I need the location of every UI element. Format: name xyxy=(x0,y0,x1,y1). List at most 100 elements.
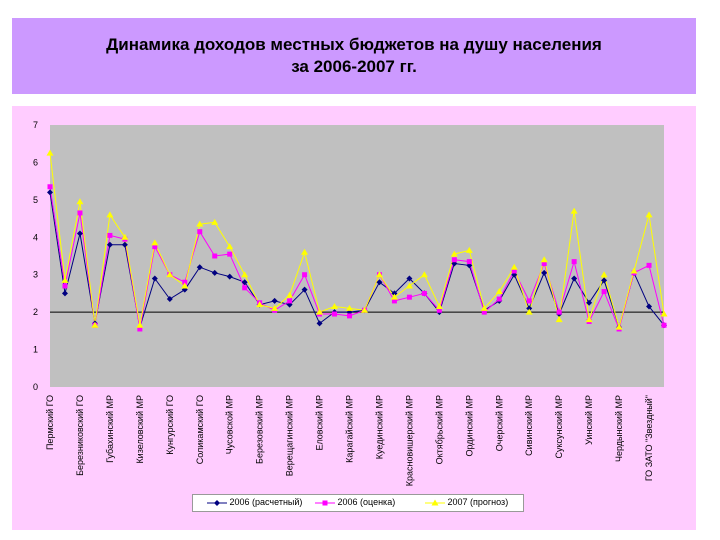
data-point xyxy=(586,299,593,306)
data-point xyxy=(151,275,158,282)
data-point xyxy=(601,277,608,284)
data-point xyxy=(391,298,397,304)
data-point xyxy=(555,316,563,323)
y-tick-label: 3 xyxy=(33,270,38,280)
data-point xyxy=(91,321,99,328)
data-point xyxy=(271,304,279,311)
data-point xyxy=(286,291,294,298)
data-point xyxy=(360,306,368,313)
data-point xyxy=(332,311,338,317)
data-point xyxy=(436,307,442,313)
x-tick-label: Соликамский ГО xyxy=(195,395,205,464)
data-point xyxy=(196,264,203,271)
data-point xyxy=(136,321,144,328)
legend-label: 2006 (оценка) xyxy=(335,497,396,507)
data-point xyxy=(376,279,383,286)
data-point xyxy=(347,313,353,319)
data-point xyxy=(540,256,548,263)
data-point xyxy=(241,271,249,278)
data-point xyxy=(375,271,383,278)
chart-title-line1: Динамика доходов местных бюджетов на душ… xyxy=(106,35,602,54)
data-point xyxy=(556,309,562,315)
y-tick-label: 6 xyxy=(33,157,38,167)
data-point xyxy=(646,262,652,268)
data-point xyxy=(525,308,533,315)
legend-label: 2007 (прогноз) xyxy=(445,497,509,507)
data-point xyxy=(152,244,158,250)
data-point xyxy=(77,210,83,216)
data-point xyxy=(301,286,308,293)
data-point xyxy=(107,232,113,238)
x-tick-label: ГО ЗАТО "Звездный" xyxy=(644,395,654,481)
x-tick-label: Чусовской МР xyxy=(225,395,235,454)
data-point xyxy=(226,273,233,280)
data-point xyxy=(646,303,653,310)
data-point xyxy=(61,276,69,283)
data-point xyxy=(510,263,518,270)
data-point xyxy=(615,323,623,330)
data-point xyxy=(526,305,533,312)
data-point xyxy=(287,298,293,304)
data-point xyxy=(526,298,532,304)
data-point xyxy=(182,279,188,285)
y-tick-label: 7 xyxy=(33,120,38,130)
data-point xyxy=(465,246,473,253)
data-point xyxy=(302,272,308,278)
legend-label: 2006 (расчетный) xyxy=(227,497,303,507)
data-point xyxy=(600,271,608,278)
data-point xyxy=(391,290,398,297)
data-point xyxy=(61,290,68,297)
x-tick-label: Губахинский МР xyxy=(105,395,115,463)
y-tick-label: 5 xyxy=(33,195,38,205)
data-point xyxy=(121,241,128,248)
legend-item: 2007 (прогноз) xyxy=(425,497,508,508)
x-tick-label: Сивинский МР xyxy=(524,395,534,456)
data-point xyxy=(390,293,398,300)
x-tick-label: Суксунский МР xyxy=(554,395,564,459)
data-point xyxy=(451,257,457,263)
x-tick-label: Березовский МР xyxy=(255,395,265,464)
data-point xyxy=(630,267,638,274)
data-point xyxy=(661,322,667,328)
data-point xyxy=(227,251,233,257)
data-point xyxy=(420,271,428,278)
data-point xyxy=(481,309,487,315)
data-point xyxy=(346,304,354,311)
x-tick-label: Чердынский МР xyxy=(614,395,624,462)
x-tick-label: Еловский МР xyxy=(315,395,325,451)
x-tick-label: Очерский МР xyxy=(494,395,504,451)
data-point xyxy=(570,207,578,214)
x-tick-label: Верещагинский МР xyxy=(285,395,295,476)
legend-marker xyxy=(315,500,335,506)
data-point xyxy=(181,282,189,289)
data-point xyxy=(76,230,83,237)
y-tick-label: 2 xyxy=(33,307,38,317)
data-point xyxy=(496,296,502,302)
y-tick-label: 1 xyxy=(33,345,38,355)
data-point xyxy=(450,250,458,257)
x-tick-label: Пермский ГО xyxy=(45,395,55,450)
x-tick-label: Березниковский ГО xyxy=(75,395,85,476)
data-point xyxy=(480,304,488,311)
data-point xyxy=(406,294,412,300)
title-box: Динамика доходов местных бюджетов на душ… xyxy=(12,18,696,94)
data-point xyxy=(211,269,218,276)
line-chart: 0 1 2 3 4 5 6 7 Пермский ГО Березниковский ГО Губа… xyxy=(33,120,668,486)
x-tick-label: Карагайский МР xyxy=(345,395,355,463)
chart-panel: 0 1 2 3 4 5 6 7 Пермский ГО Березниковский ГО Губа… xyxy=(12,106,696,530)
data-point xyxy=(406,275,413,282)
legend-item: 2006 (расчетный) xyxy=(207,497,302,508)
data-point xyxy=(466,259,472,265)
data-point xyxy=(405,282,413,289)
data-point xyxy=(601,289,607,295)
data-point xyxy=(197,229,203,235)
series-line-2 xyxy=(49,153,665,329)
y-tick-label: 4 xyxy=(33,232,38,242)
data-point xyxy=(495,288,503,295)
data-point xyxy=(121,233,129,240)
x-tick-label: Кизеловский МР xyxy=(135,395,145,464)
x-tick-label: Красновишерский МР xyxy=(404,395,414,486)
x-tick-label: Ординский МР xyxy=(464,395,474,457)
data-point xyxy=(226,243,234,250)
data-point xyxy=(421,290,427,296)
